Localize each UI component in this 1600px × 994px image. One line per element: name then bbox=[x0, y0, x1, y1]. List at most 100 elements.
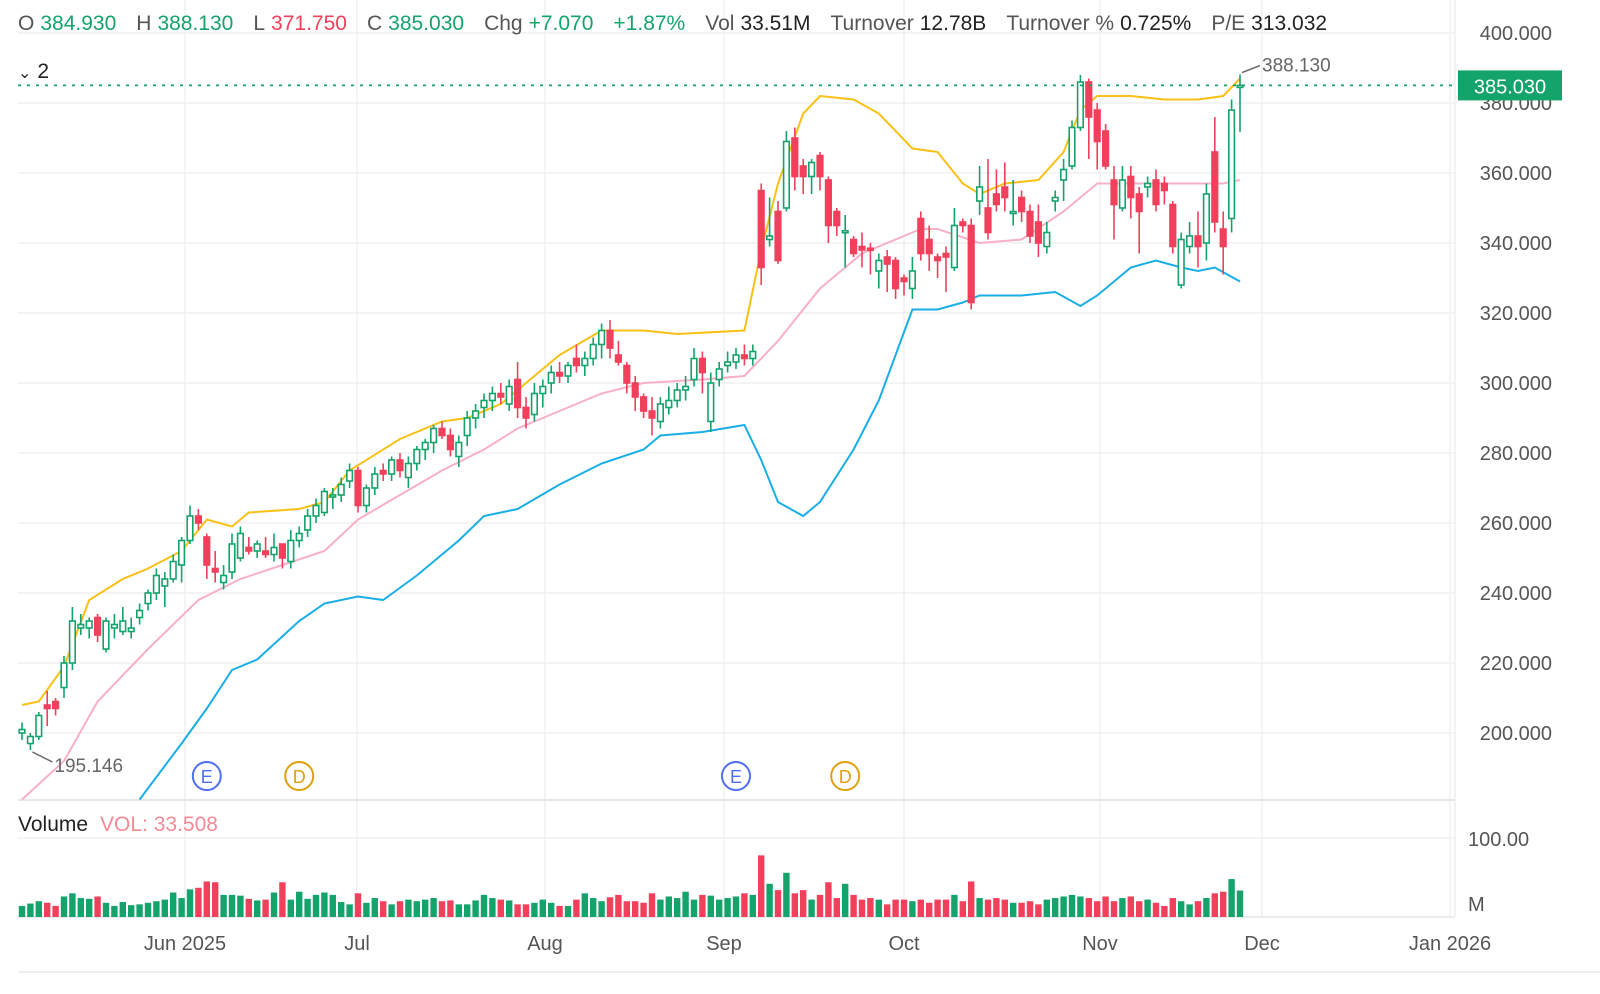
candle bbox=[337, 477, 345, 502]
candle bbox=[639, 393, 648, 418]
volume-bar bbox=[716, 899, 723, 917]
candle-body bbox=[774, 210, 782, 262]
volume-bar bbox=[1228, 879, 1235, 917]
x-tick-label: Dec bbox=[1244, 933, 1280, 955]
candle bbox=[270, 533, 278, 562]
candle-body bbox=[387, 459, 396, 475]
volume-bar bbox=[338, 901, 345, 917]
volume-bar bbox=[279, 882, 286, 917]
candle-body bbox=[169, 560, 177, 580]
candle-body bbox=[119, 620, 127, 633]
candle bbox=[656, 397, 664, 429]
candle bbox=[623, 362, 631, 394]
volume-bar bbox=[438, 901, 446, 917]
candle-body bbox=[959, 221, 967, 227]
dividend-marker[interactable]: D bbox=[284, 761, 315, 791]
marker-label: E bbox=[730, 767, 742, 787]
volume-bar bbox=[212, 882, 219, 917]
volume-bar bbox=[842, 883, 849, 917]
volume-bar bbox=[77, 898, 84, 917]
marker-label: D bbox=[293, 767, 306, 787]
candle bbox=[94, 614, 102, 642]
candle bbox=[723, 351, 732, 373]
volume-bar bbox=[455, 904, 462, 917]
ohlc-header: O 384.930 H 388.130 L 371.750 C 385.030 Chg +… bbox=[18, 12, 1333, 36]
candle bbox=[992, 169, 1000, 212]
candle-body bbox=[110, 623, 118, 629]
candle bbox=[564, 362, 572, 383]
candle bbox=[690, 348, 698, 387]
candle bbox=[488, 386, 497, 411]
volume-bar bbox=[968, 881, 975, 917]
candle-body bbox=[127, 627, 135, 633]
candle bbox=[455, 435, 463, 467]
volume-bar bbox=[581, 893, 588, 917]
candle bbox=[354, 467, 362, 513]
volume-bar bbox=[682, 891, 689, 917]
volume-bar bbox=[220, 894, 227, 917]
candle bbox=[614, 341, 622, 366]
volume-bar bbox=[590, 898, 597, 917]
candle-body bbox=[480, 399, 488, 409]
candle-body bbox=[875, 259, 883, 272]
candle-body bbox=[547, 371, 555, 384]
chevron-down-icon: ⌄ bbox=[18, 65, 32, 82]
candle-body bbox=[883, 256, 891, 265]
volume-bar bbox=[296, 891, 303, 917]
candle-body bbox=[707, 382, 715, 423]
volume-bar bbox=[35, 901, 42, 917]
candle-body bbox=[673, 389, 681, 402]
candle-body bbox=[152, 574, 161, 594]
turnover-value: 12.78B bbox=[919, 12, 987, 35]
candle-body bbox=[463, 417, 471, 437]
candle bbox=[824, 176, 832, 243]
volume-bar bbox=[1001, 899, 1008, 917]
candle-body bbox=[236, 532, 245, 559]
candle bbox=[849, 236, 858, 257]
volume-bar bbox=[228, 894, 236, 917]
candle bbox=[228, 533, 236, 579]
candle-body bbox=[303, 515, 312, 531]
volume-bar bbox=[1119, 898, 1126, 917]
candle-body bbox=[253, 543, 261, 552]
volume-bar bbox=[102, 902, 110, 917]
candle bbox=[1026, 204, 1034, 243]
dividend-marker[interactable]: D bbox=[830, 761, 861, 791]
volume-bar bbox=[1169, 898, 1176, 917]
volume-bar bbox=[430, 898, 437, 917]
candle bbox=[749, 344, 757, 366]
indicator-toggle[interactable]: ⌄ 2 bbox=[18, 60, 49, 84]
earnings-marker[interactable]: E bbox=[721, 761, 751, 791]
candle-body bbox=[211, 567, 219, 573]
volume-bar bbox=[1211, 893, 1218, 917]
x-tick-label: Jan 2026 bbox=[1409, 933, 1491, 955]
candle bbox=[1135, 187, 1143, 254]
candle-body bbox=[345, 469, 354, 482]
candle-body bbox=[186, 515, 194, 542]
candle bbox=[597, 323, 606, 359]
y-tick-label: 340.000 bbox=[1480, 233, 1552, 255]
volume-bar bbox=[144, 902, 152, 917]
volume-bar bbox=[1236, 890, 1244, 917]
volume-bar bbox=[892, 899, 899, 917]
candle-body bbox=[631, 382, 639, 398]
candle bbox=[1219, 211, 1227, 275]
volume-bar bbox=[984, 899, 992, 917]
candle bbox=[261, 537, 270, 558]
candle-body bbox=[354, 469, 362, 507]
candle-body bbox=[312, 504, 320, 517]
candle-body bbox=[1194, 235, 1202, 248]
earnings-marker[interactable]: E bbox=[191, 761, 222, 791]
candle-body bbox=[278, 543, 287, 559]
candle bbox=[782, 131, 790, 212]
volume-bar bbox=[1010, 902, 1017, 917]
candle-body bbox=[1135, 193, 1143, 213]
volume-bar bbox=[598, 901, 605, 917]
volume-bar bbox=[245, 898, 252, 917]
candle-body bbox=[1051, 196, 1059, 202]
candle-body bbox=[1118, 179, 1126, 209]
candle-body bbox=[1144, 182, 1152, 188]
volume-bar bbox=[665, 896, 672, 917]
volume-bar bbox=[1018, 902, 1025, 917]
